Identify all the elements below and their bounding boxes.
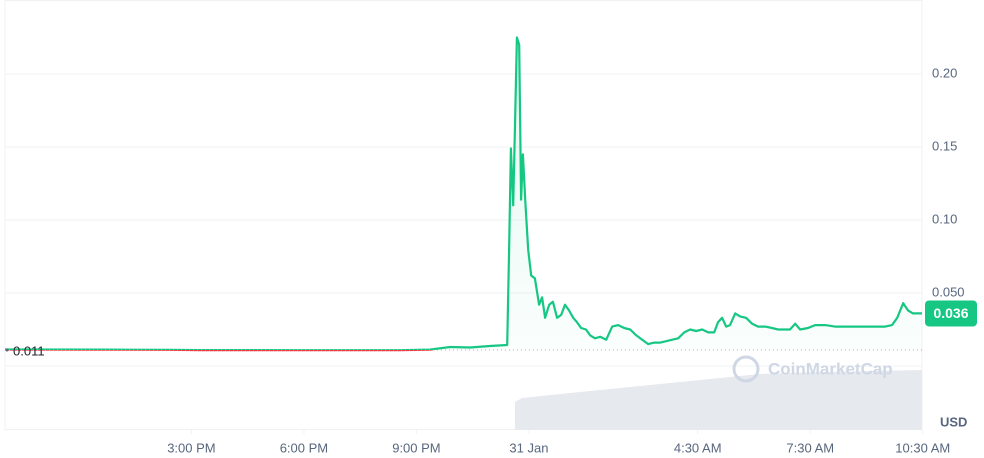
open-price-dot — [5, 348, 9, 352]
y-tick-label: 0.050 — [932, 284, 965, 299]
plot-frame — [4, 0, 923, 430]
x-tick-label: 3:00 PM — [167, 440, 215, 455]
currency-label: USD — [940, 414, 967, 429]
current-price-label: 0.036 — [933, 305, 968, 321]
price-line — [4, 36, 922, 350]
grid — [5, 73, 924, 434]
y-tick-label: 0.10 — [932, 211, 957, 226]
y-tick-label: 0.20 — [932, 65, 957, 80]
watermark: CoinMarketCap — [732, 355, 893, 383]
x-tick-label: 6:00 PM — [280, 440, 328, 455]
x-tick-label: 7:30 AM — [786, 440, 834, 455]
labels: 0.050 0.10 0.15 0.20 3:00 PM 6:00 PM 9:00 PM 31… — [5, 65, 977, 455]
x-tick-label: 4:30 AM — [674, 440, 722, 455]
current-price-badge — [925, 300, 977, 327]
x-tick-label: 9:00 PM — [392, 440, 440, 455]
watermark-text: CoinMarketCap — [768, 359, 893, 378]
open-price-label: 0.011 — [13, 343, 45, 358]
volume-area — [515, 370, 922, 430]
x-tick-label: 10:30 AM — [895, 440, 950, 455]
y-tick-label: 0.15 — [932, 138, 957, 153]
x-tick-label: 31 Jan — [509, 440, 548, 455]
line-layer — [4, 36, 922, 352]
price-area — [5, 37, 922, 350]
price-line-below — [4, 349, 436, 352]
